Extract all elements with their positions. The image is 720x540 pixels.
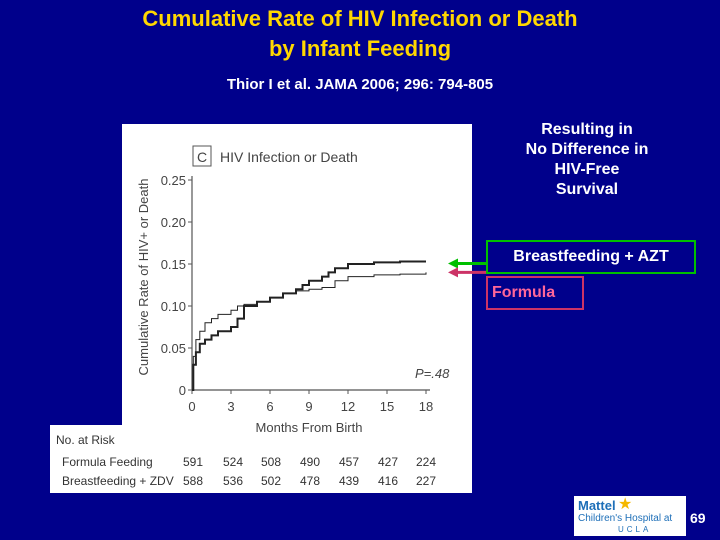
breastfeeding-label-box: Breastfeeding + AZT (486, 240, 696, 274)
x-tick-label: 9 (305, 399, 312, 414)
at-risk-value: 490 (300, 455, 320, 469)
at-risk-value: 457 (339, 455, 359, 469)
x-tick-label: 12 (341, 399, 355, 414)
title-line-1: Cumulative Rate of HIV Infection or Deat… (142, 6, 578, 31)
series-line-formula (192, 272, 427, 391)
title-line-2: by Infant Feeding (268, 36, 452, 61)
at-risk-value: 227 (416, 474, 436, 488)
at-risk-value: 416 (378, 474, 398, 488)
at-risk-heading: No. at Risk (56, 433, 116, 447)
chart-title: HIV Infection or Death (220, 149, 358, 165)
at-risk-value: 427 (378, 455, 398, 469)
y-tick-label: 0.20 (161, 215, 186, 230)
logo-line-3: UCLA (618, 525, 652, 534)
y-axis-label: Cumulative Rate of HIV+ or Death (136, 179, 151, 376)
x-tick-label: 18 (419, 399, 433, 414)
y-tick-label: 0 (179, 383, 186, 398)
at-risk-value: 439 (339, 474, 359, 488)
at-risk-value: 224 (416, 455, 436, 469)
x-axis-label: Months From Birth (256, 420, 363, 435)
at-risk-value: 508 (261, 455, 281, 469)
at-risk-value: 478 (300, 474, 320, 488)
result-text: Resulting in No Difference in HIV-Free S… (486, 120, 688, 200)
x-tick-label: 3 (227, 399, 234, 414)
formula-label-box: Formula (486, 276, 584, 310)
at-risk-row-label: Formula Feeding (62, 455, 153, 469)
x-tick-label: 0 (188, 399, 195, 414)
y-tick-label: 0.10 (161, 299, 186, 314)
at-risk-panel (50, 425, 472, 493)
at-risk-value: 591 (183, 455, 203, 469)
result-line: Survival (555, 181, 619, 198)
citation: Thior I et al. JAMA 2006; 296: 794-805 (226, 76, 494, 93)
breastfeeding-arrow-head (448, 258, 458, 269)
at-risk-value: 588 (183, 474, 203, 488)
formula-arrow-head (448, 267, 458, 278)
star-icon: ★ (618, 496, 633, 513)
logo-line-1: Mattel (578, 498, 616, 513)
chart-panel (122, 124, 472, 426)
at-risk-row-label: Breastfeeding + ZDV (62, 474, 174, 488)
p-value-annotation: P=.48 (415, 366, 450, 381)
at-risk-value: 502 (261, 474, 281, 488)
at-risk-value: 524 (223, 455, 243, 469)
y-tick-label: 0.15 (161, 257, 186, 272)
logo-line-2: Children's Hospital at (578, 513, 673, 524)
page-number: 69 (690, 510, 706, 526)
x-tick-label: 6 (266, 399, 273, 414)
result-line: No Difference in (525, 141, 649, 158)
panel-label: C (197, 149, 207, 165)
result-line: Resulting in (541, 121, 633, 138)
x-tick-label: 15 (380, 399, 394, 414)
series-line-breastfeeding (192, 260, 426, 391)
slide-title: Cumulative Rate of HIV Infection or Deat… (0, 4, 720, 64)
result-line: HIV-Free (554, 161, 620, 178)
y-tick-label: 0.05 (161, 341, 186, 356)
panel-label-box (192, 145, 212, 167)
at-risk-value: 536 (223, 474, 243, 488)
hospital-logo: Mattel ★ Children's Hospital at UCLA (574, 496, 686, 536)
y-tick-label: 0.25 (161, 173, 186, 188)
